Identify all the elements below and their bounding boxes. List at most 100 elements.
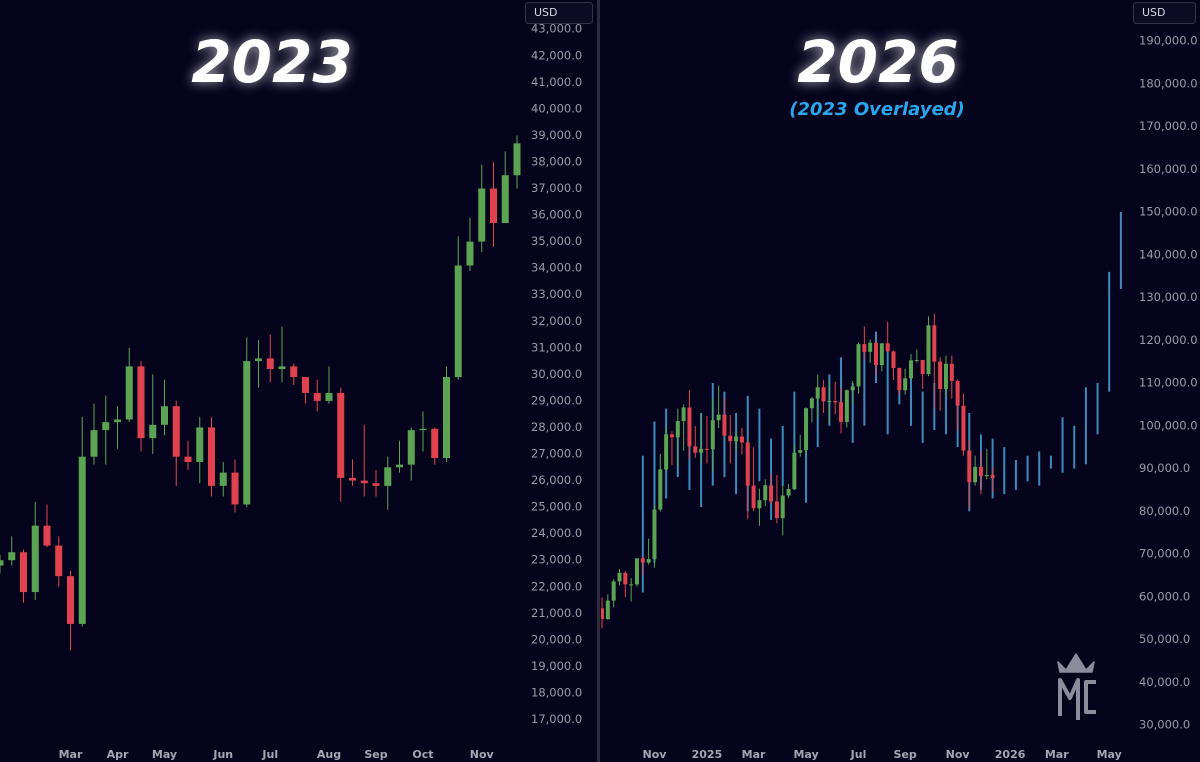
candle-body [629,584,634,586]
candle-body [908,360,913,379]
candle-body [419,428,427,431]
candle-body [868,342,873,352]
candle-body [786,489,791,496]
candle-body [255,358,262,362]
y-tick-label: 60,000.0 [1139,589,1190,603]
y-tick-label: 18,000.0 [531,685,582,699]
candle-body [757,500,762,509]
x-tick-label: Nov [946,748,971,761]
candle-body [734,436,739,442]
y-tick-label: 29,000.0 [531,393,582,407]
y-tick-label: 28,000.0 [531,420,582,434]
y-tick-label: 20,000.0 [531,632,582,646]
candle-body [501,175,509,224]
candle-body [932,325,937,362]
candle-body [687,407,692,447]
candle-body [821,387,826,402]
x-tick-label: Nov [643,748,668,761]
right-subtitle: (2023 Overlayed) [789,99,965,120]
candle-body [67,576,74,624]
y-tick-label: 40,000.0 [1139,675,1190,689]
candle-body [623,572,628,585]
candle-body [699,448,704,453]
candle-body [926,325,931,375]
candle-body [219,472,227,486]
candle-body [897,368,902,391]
candle-body [664,434,669,470]
candle-body [78,456,86,624]
x-tick-label: Sep [364,748,387,761]
y-tick-label: 50,000.0 [1139,632,1190,646]
candle-body [55,545,63,577]
x-tick-label: May [1097,748,1122,761]
y-tick-label: 30,000.0 [1139,718,1190,732]
candle-body [611,581,616,601]
candle-body [325,392,333,401]
y-tick-label: 190,000.0 [1139,34,1198,48]
candle-body [114,419,121,423]
candle-body [675,421,680,438]
candle-body [891,351,896,369]
candle-body [31,525,39,593]
x-tick-label: Apr [107,748,129,761]
candle-body [20,552,27,593]
candle-body [862,344,867,352]
y-tick-label: 100,000.0 [1139,418,1198,432]
candle-body [704,448,709,450]
candle-body [984,474,989,477]
candle-body [728,435,733,442]
candle-body [804,408,809,451]
candle-body [407,430,415,465]
candle-body [990,474,995,478]
candle-body [815,387,820,399]
candle-body [337,392,345,478]
candle-body [839,402,844,422]
candle-body [844,390,849,422]
candle-body [125,366,133,420]
candle-body [278,366,286,370]
candle-body [231,472,239,505]
candle-body [431,428,439,458]
candle-body [745,442,750,486]
candle-body [384,467,392,486]
y-tick-label: 26,000.0 [531,473,582,487]
y-tick-label: 31,000.0 [531,340,582,354]
x-tick-label: Nov [470,748,495,761]
candle-body [601,608,604,620]
y-tick-label: 110,000.0 [1139,376,1198,390]
x-tick-label: Jul [850,748,867,761]
candle-body [827,400,832,402]
y-tick-label: 40,000.0 [531,101,582,115]
candle-body [856,344,861,387]
candle-body [243,361,251,505]
candle-body [443,377,450,458]
candle-body [8,552,16,561]
candle-body [634,558,639,585]
candle-body [693,446,698,453]
y-tick-label: 33,000.0 [531,287,582,301]
candle-body [874,342,879,366]
candle-body [149,424,157,439]
x-tick-label: Mar [742,748,766,761]
left-title: 2023 [191,28,352,96]
right-plot [601,212,1122,629]
candle-body [920,359,925,375]
candle-body [967,450,972,483]
y-tick-label: 24,000.0 [531,526,582,540]
y-tick-label: 180,000.0 [1139,76,1198,90]
y-tick-label: 43,000.0 [531,22,582,36]
logo [1057,653,1096,720]
y-tick-label: 150,000.0 [1139,205,1198,219]
y-tick-label: 22,000.0 [531,579,582,593]
candle-body [885,343,890,352]
currency-box [1133,2,1196,24]
x-tick-label: Aug [317,748,341,761]
y-tick-label: 160,000.0 [1139,162,1198,176]
candle-body [490,188,497,224]
y-tick-label: 34,000.0 [531,261,582,275]
candle-body [879,343,884,366]
right-title: 2026 [797,28,958,96]
candle-body [90,430,98,457]
candle-body [739,436,744,443]
